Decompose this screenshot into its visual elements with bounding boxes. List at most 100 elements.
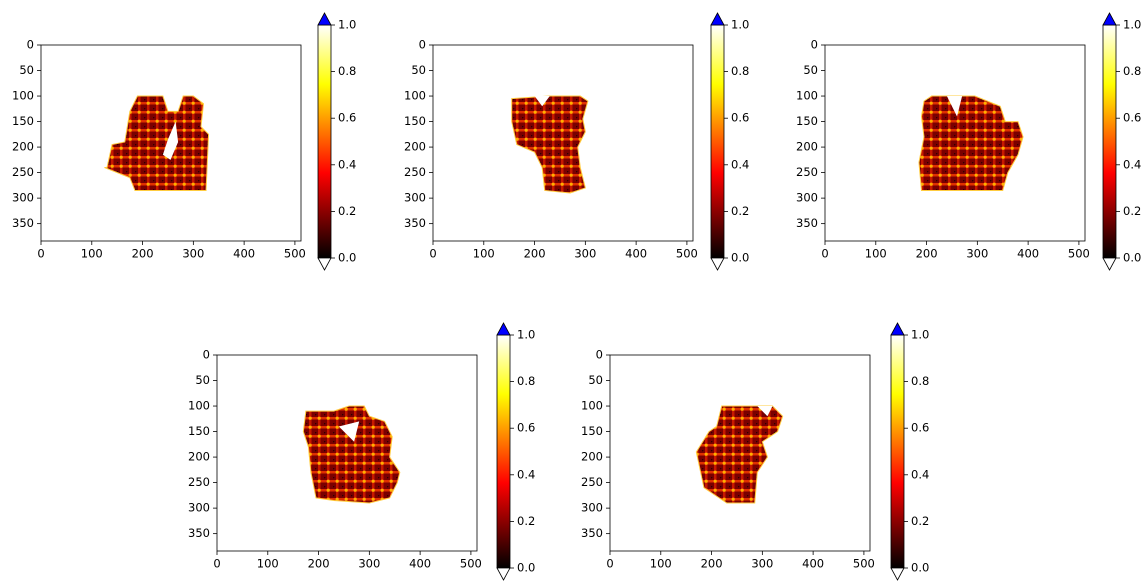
- x-tick-label: 200: [524, 247, 546, 261]
- y-tick-label: 100: [12, 89, 34, 103]
- colorbar-tick-label: 0.0: [1123, 251, 1141, 265]
- colorbar: [710, 24, 725, 259]
- image-gap: [162, 121, 179, 160]
- colorbar: [496, 334, 511, 569]
- colorbar-tick-label: 1.0: [517, 328, 535, 342]
- y-tick-label: 0: [203, 348, 210, 362]
- y-tick-label: 50: [19, 63, 34, 77]
- colorbar-over: [1102, 12, 1117, 26]
- y-tick-label: 50: [411, 63, 426, 77]
- colorbar-tick-label: 0.4: [911, 467, 929, 481]
- colorbar-tick-label: 0.0: [731, 251, 749, 265]
- x-tick-label: 500: [853, 557, 875, 571]
- y-tick-label: 0: [419, 38, 426, 52]
- x-tick-label: 500: [460, 557, 482, 571]
- y-tick-label: 100: [404, 89, 426, 103]
- y-tick-label: 50: [195, 373, 210, 387]
- x-tick-label: 0: [37, 247, 44, 261]
- y-tick-label: 100: [581, 399, 603, 413]
- axes-frame: [609, 354, 871, 552]
- y-tick-label: 150: [581, 424, 603, 438]
- image-gap: [534, 96, 550, 107]
- colorbar-tick-label: 1.0: [338, 18, 356, 32]
- colorbar-tick-label: 0.2: [338, 204, 356, 218]
- colorbar-over: [890, 322, 905, 336]
- colorbar-tick-label: 0.2: [911, 514, 929, 528]
- colorbar-under: [1102, 257, 1117, 271]
- colorbar: [1102, 24, 1117, 259]
- x-tick-label: 100: [81, 247, 103, 261]
- y-tick-label: 0: [811, 38, 818, 52]
- y-tick-label: 150: [188, 424, 210, 438]
- colorbar-tick-label: 0.8: [731, 64, 749, 78]
- x-tick-label: 300: [358, 557, 380, 571]
- colorbar-tick-label: 0.4: [731, 157, 749, 171]
- y-tick-label: 150: [796, 114, 818, 128]
- colorbar-tick-label: 0.6: [517, 421, 535, 435]
- colorbar-tick-label: 0.6: [338, 111, 356, 125]
- y-tick-label: 300: [796, 191, 818, 205]
- x-tick-label: 100: [257, 557, 279, 571]
- x-tick-label: 400: [625, 247, 647, 261]
- image-region: [695, 405, 784, 504]
- colorbar-tick-label: 0.4: [338, 157, 356, 171]
- colorbar-tick-label: 0.4: [1123, 157, 1141, 171]
- y-tick-label: 300: [581, 501, 603, 515]
- x-tick-label: 300: [574, 247, 596, 261]
- y-tick-label: 150: [12, 114, 34, 128]
- colorbar-tick-label: 0.0: [517, 561, 535, 575]
- image-region: [302, 405, 401, 504]
- x-tick-label: 300: [182, 247, 204, 261]
- image-gap: [338, 421, 360, 442]
- image-gap: [757, 406, 773, 417]
- y-tick-label: 50: [803, 63, 818, 77]
- y-tick-label: 200: [12, 140, 34, 154]
- y-tick-label: 350: [796, 216, 818, 230]
- colorbar: [317, 24, 332, 259]
- x-tick-label: 400: [1017, 247, 1039, 261]
- colorbar-tick-label: 0.8: [1123, 64, 1141, 78]
- image-gap: [946, 96, 963, 117]
- x-tick-label: 300: [966, 247, 988, 261]
- y-tick-label: 200: [796, 140, 818, 154]
- x-tick-label: 200: [916, 247, 938, 261]
- x-tick-label: 500: [676, 247, 698, 261]
- colorbar-tick-label: 0.2: [731, 204, 749, 218]
- colorbar-tick-label: 0.8: [517, 374, 535, 388]
- x-tick-label: 0: [606, 557, 613, 571]
- x-tick-label: 100: [650, 557, 672, 571]
- y-tick-label: 100: [796, 89, 818, 103]
- y-tick-label: 250: [12, 165, 34, 179]
- y-tick-label: 100: [188, 399, 210, 413]
- y-tick-label: 300: [404, 191, 426, 205]
- colorbar-under: [710, 257, 725, 271]
- y-tick-label: 350: [404, 216, 426, 230]
- y-tick-label: 0: [596, 348, 603, 362]
- x-tick-label: 400: [233, 247, 255, 261]
- colorbar-tick-label: 1.0: [731, 18, 749, 32]
- colorbar-tick-label: 0.4: [517, 467, 535, 481]
- colorbar-tick-label: 0.6: [731, 111, 749, 125]
- axes-frame: [216, 354, 478, 552]
- colorbar-tick-label: 0.0: [338, 251, 356, 265]
- x-tick-label: 500: [1068, 247, 1090, 261]
- image-region: [918, 95, 1024, 191]
- x-tick-label: 200: [132, 247, 154, 261]
- axes-frame: [824, 44, 1086, 242]
- y-tick-label: 300: [12, 191, 34, 205]
- colorbar-tick-label: 1.0: [911, 328, 929, 342]
- colorbar-tick-label: 0.6: [911, 421, 929, 435]
- y-tick-label: 300: [188, 501, 210, 515]
- y-tick-label: 50: [588, 373, 603, 387]
- y-tick-label: 350: [12, 216, 34, 230]
- colorbar-tick-label: 0.8: [911, 374, 929, 388]
- colorbar: [890, 334, 905, 569]
- y-tick-label: 0: [27, 38, 34, 52]
- y-tick-label: 250: [796, 165, 818, 179]
- colorbar-tick-label: 1.0: [1123, 18, 1141, 32]
- colorbar-over: [317, 12, 332, 26]
- colorbar-under: [496, 567, 511, 581]
- y-tick-label: 350: [188, 526, 210, 540]
- y-tick-label: 200: [404, 140, 426, 154]
